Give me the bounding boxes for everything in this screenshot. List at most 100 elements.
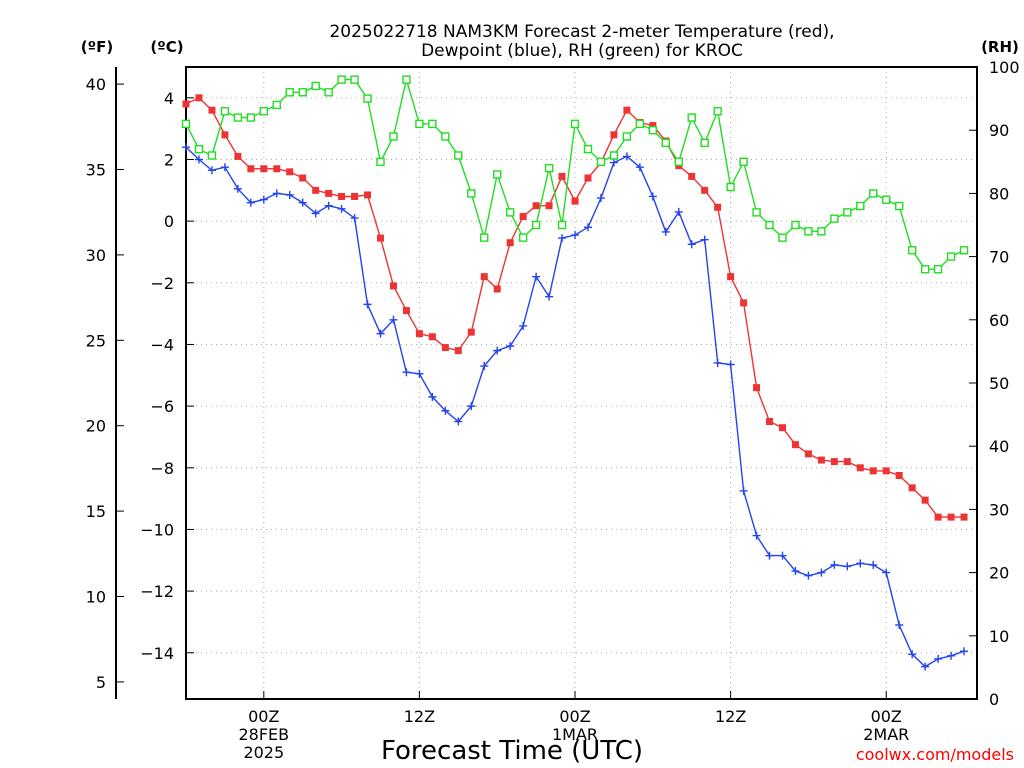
- data-point-dewpoint: [233, 184, 242, 193]
- data-point-rh: [869, 189, 878, 198]
- data-point-temperature: [558, 172, 566, 180]
- data-point-rh: [609, 151, 619, 160]
- data-point-temperature: [804, 450, 812, 458]
- c-axis-tick-label: 0: [164, 212, 174, 231]
- data-point-rh: [181, 119, 191, 129]
- data-point-temperature: [325, 189, 333, 197]
- x-axis-title: Forecast Time (UTC): [381, 736, 643, 766]
- data-point-temperature: [791, 441, 799, 449]
- data-point-dewpoint: [583, 223, 592, 232]
- c-axis-tick-label: −12: [140, 582, 174, 601]
- data-point-temperature: [843, 458, 851, 466]
- data-point-rh: [959, 246, 969, 255]
- data-point-rh: [726, 182, 735, 192]
- x-axis-tick-label: 2025: [243, 743, 284, 762]
- series-dewpoint: [182, 143, 969, 671]
- data-point-temperature: [766, 418, 774, 426]
- data-point-dewpoint: [571, 231, 580, 240]
- series-line-rh: [185, 76, 965, 270]
- data-point-temperature: [286, 168, 294, 176]
- x-axis-tick-label: 2MAR: [863, 725, 909, 744]
- c-axis-tick-label: −14: [140, 644, 174, 663]
- fahrenheit-axis-unit: (ºF): [81, 38, 113, 56]
- data-point-temperature: [415, 330, 423, 338]
- grid-lines: [186, 67, 977, 699]
- data-point-rh: [933, 265, 943, 274]
- data-point-temperature: [610, 131, 618, 139]
- data-point-dewpoint: [713, 358, 722, 367]
- data-point-dewpoint: [622, 152, 631, 161]
- data-point-dewpoint: [532, 272, 541, 281]
- x-axis-tick-label: 12Z: [715, 707, 746, 726]
- data-point-temperature: [740, 299, 748, 307]
- data-point-dewpoint: [493, 346, 502, 355]
- data-point-temperature: [934, 513, 942, 521]
- data-point-dewpoint: [220, 163, 229, 172]
- data-point-rh: [856, 201, 865, 211]
- data-point-temperature: [571, 197, 579, 205]
- data-point-temperature: [338, 192, 346, 200]
- data-point-temperature: [467, 328, 475, 336]
- data-point-dewpoint: [415, 369, 424, 378]
- rh-axis-tick-label: 80: [989, 184, 1009, 203]
- data-point-rh: [804, 227, 813, 236]
- data-point-temperature: [441, 344, 449, 352]
- data-point-dewpoint: [934, 654, 943, 663]
- data-point-dewpoint: [363, 300, 372, 309]
- rh-axis-tick-label: 100: [989, 58, 1020, 77]
- data-point-dewpoint: [246, 198, 255, 207]
- data-point-dewpoint: [545, 292, 554, 301]
- x-axis-tick-label: 28FEB: [238, 725, 289, 744]
- rh-axis-tick-label: 0: [989, 690, 999, 709]
- data-point-rh: [207, 151, 217, 160]
- data-point-temperature: [195, 94, 203, 102]
- data-point-rh: [493, 170, 502, 179]
- data-point-dewpoint: [558, 234, 567, 243]
- celsius-axis-unit: (ºC): [150, 38, 183, 56]
- data-point-rh: [480, 233, 489, 242]
- chart-title-line-2: Dewpoint (blue), RH (green) for KROC: [421, 41, 743, 61]
- data-point-rh: [311, 81, 320, 91]
- data-point-temperature: [947, 513, 955, 521]
- data-point-rh: [635, 119, 645, 129]
- f-axis-tick-label: 20: [86, 417, 106, 436]
- data-point-rh: [518, 233, 528, 242]
- data-point-temperature: [895, 471, 903, 479]
- data-point-rh: [337, 75, 346, 84]
- watermark-text: coolwx.com/models: [856, 745, 1014, 764]
- data-point-dewpoint: [843, 562, 852, 571]
- x-axis-tick-label: 00Z: [248, 707, 279, 726]
- data-point-temperature: [454, 347, 462, 355]
- data-point-dewpoint: [921, 662, 930, 671]
- data-point-dewpoint: [182, 143, 190, 152]
- data-point-rh: [298, 88, 307, 97]
- series-rh: [181, 75, 969, 274]
- c-axis-tick-label: −10: [140, 520, 174, 539]
- chart-title-line-1: 2025022718 NAM3KM Forecast 2-meter Tempe…: [329, 22, 834, 42]
- data-point-rh: [946, 252, 956, 261]
- data-point-temperature: [234, 152, 242, 160]
- data-point-rh: [441, 132, 450, 141]
- data-point-rh: [285, 88, 294, 97]
- rh-axis-unit: (RH): [981, 38, 1019, 56]
- c-axis-tick-label: 4: [164, 89, 174, 108]
- data-point-dewpoint: [882, 568, 891, 577]
- data-point-temperature: [830, 458, 838, 466]
- data-point-rh: [544, 163, 554, 173]
- data-point-temperature: [299, 174, 307, 182]
- data-point-dewpoint: [726, 360, 735, 369]
- data-point-rh: [674, 157, 683, 167]
- series-line-dewpoint: [185, 146, 965, 668]
- data-point-rh: [765, 220, 774, 230]
- data-point-rh: [428, 119, 437, 129]
- data-point-dewpoint: [480, 362, 489, 371]
- data-point-temperature: [960, 513, 968, 521]
- data-point-rh: [882, 195, 891, 204]
- data-point-temperature: [247, 165, 255, 173]
- data-point-temperature: [493, 285, 501, 293]
- f-axis-tick-label: 25: [86, 331, 106, 350]
- data-point-rh: [920, 265, 930, 274]
- data-point-dewpoint: [661, 227, 670, 236]
- data-point-dewpoint: [752, 531, 761, 540]
